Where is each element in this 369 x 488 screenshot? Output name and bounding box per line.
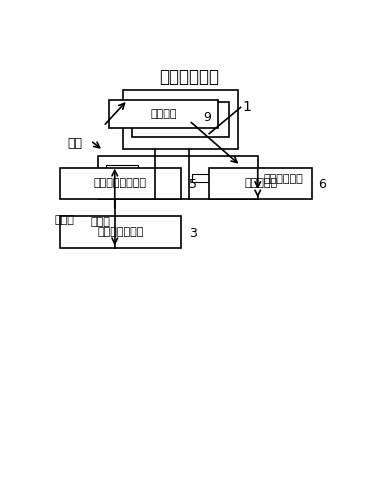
Text: 板卡输入信号: 板卡输入信号 <box>263 174 303 184</box>
Text: 出信号: 出信号 <box>90 217 110 227</box>
Text: 5: 5 <box>189 178 197 191</box>
Text: 重量传感器: 重量传感器 <box>244 179 277 188</box>
Text: 3: 3 <box>189 227 197 240</box>
Text: 计量螺旋: 计量螺旋 <box>150 109 177 119</box>
Text: 1: 1 <box>242 101 251 114</box>
Bar <box>106 181 138 188</box>
Text: 9: 9 <box>203 111 211 124</box>
Bar <box>61 216 180 248</box>
Text: 给料转阀变频器: 给料转阀变频器 <box>97 227 144 237</box>
Text: 给料转阀驱动电机: 给料转阀驱动电机 <box>94 179 147 188</box>
Text: 6: 6 <box>318 178 326 191</box>
Bar <box>192 174 238 182</box>
Text: 水泥: 水泥 <box>68 137 83 150</box>
Bar <box>132 102 229 138</box>
Bar <box>106 165 138 173</box>
Bar <box>123 90 238 149</box>
Bar <box>209 167 312 200</box>
Bar <box>61 167 180 200</box>
Text: 板卡输: 板卡输 <box>55 215 75 225</box>
Bar <box>109 100 218 128</box>
Text: 工业控制电脑: 工业控制电脑 <box>159 68 219 86</box>
Bar <box>97 156 258 200</box>
